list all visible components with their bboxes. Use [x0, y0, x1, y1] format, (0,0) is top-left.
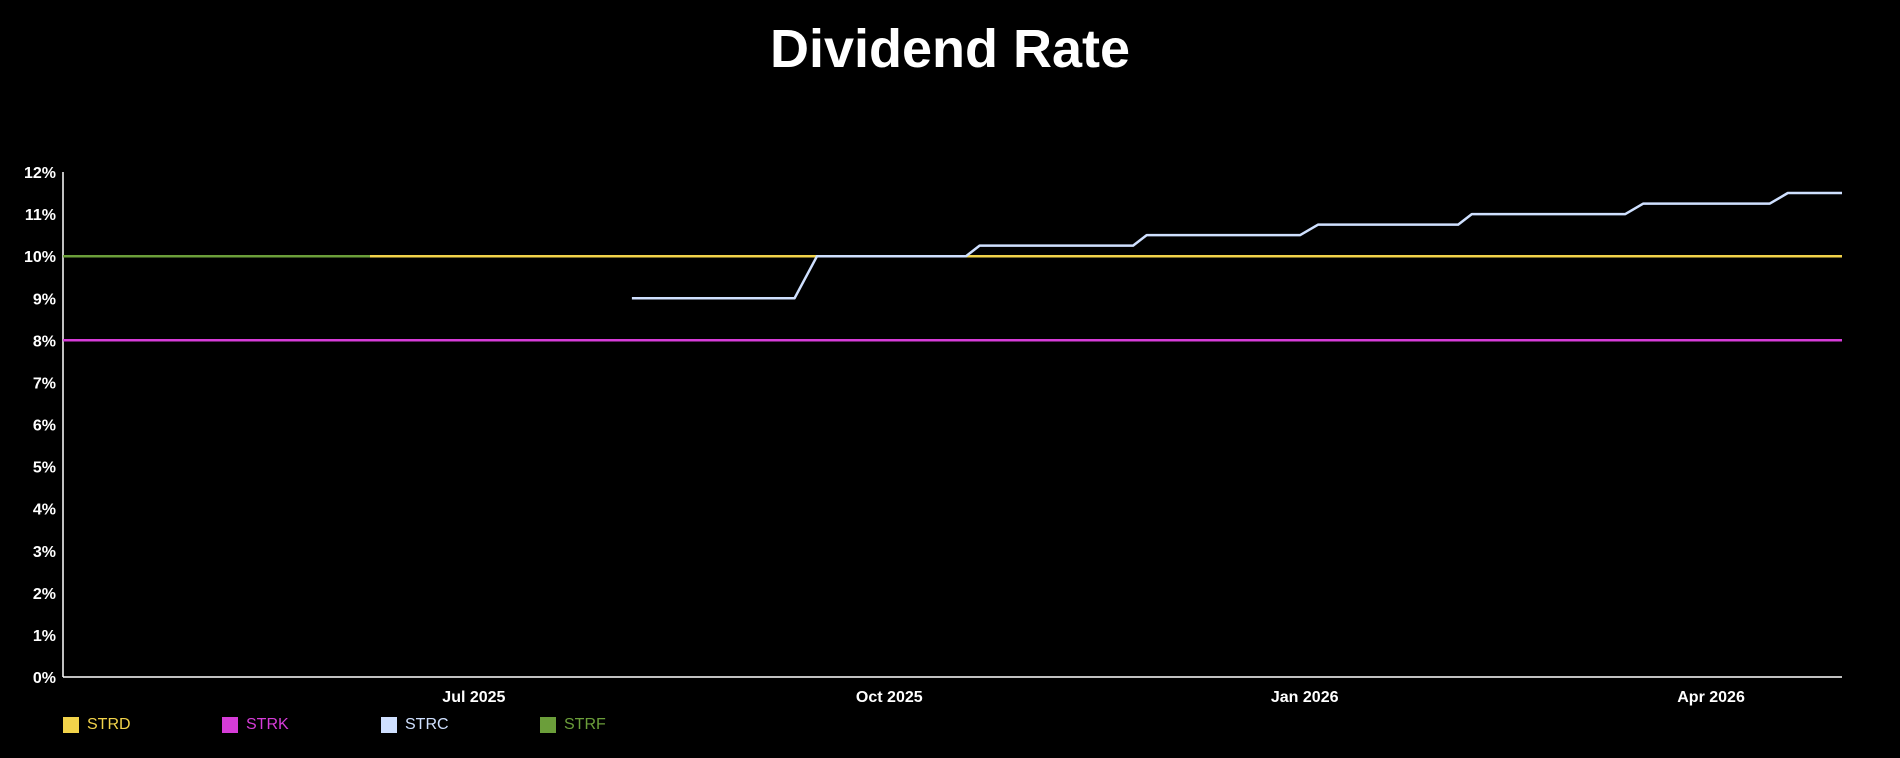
series-line-strc — [631, 191, 1842, 300]
y-tick-label: 11% — [25, 207, 56, 224]
x-tick-label: Jul 2025 — [442, 689, 505, 706]
y-tick-label: 8% — [33, 333, 56, 350]
series-lines — [63, 191, 1842, 342]
y-tick-label: 1% — [33, 628, 56, 645]
y-tick-label: 3% — [33, 544, 56, 561]
legend-item-strf[interactable]: STRF — [540, 716, 699, 734]
y-tick-label: 6% — [33, 418, 56, 435]
y-tick-label: 7% — [33, 375, 56, 392]
y-tick-label: 2% — [33, 586, 56, 603]
legend-label: STRF — [564, 716, 606, 733]
y-tick-label: 12% — [24, 165, 56, 182]
legend-label: STRK — [246, 716, 289, 733]
x-axis-labels: Jul 2025 Oct 2025 Jan 2026 Apr 2026 — [442, 689, 1745, 706]
x-tick-label: Apr 2026 — [1677, 689, 1745, 706]
legend-swatch — [381, 717, 397, 733]
y-tick-label: 0% — [33, 670, 56, 687]
legend-swatch — [540, 717, 556, 733]
legend-label: STRD — [87, 716, 131, 733]
chart-title: Dividend Rate — [769, 19, 1131, 79]
legend-item-strk[interactable]: STRK — [222, 716, 381, 734]
legend-label: STRC — [405, 716, 449, 733]
y-tick-label: 5% — [33, 460, 56, 477]
x-tick-label: Jan 2026 — [1271, 689, 1339, 706]
y-tick-label: 9% — [33, 291, 56, 308]
legend: STRD STRK STRC STRF — [63, 714, 699, 736]
legend-item-strd[interactable]: STRD — [63, 716, 222, 734]
legend-swatch — [63, 717, 79, 733]
y-tick-label: 10% — [24, 249, 56, 266]
legend-swatch — [222, 717, 238, 733]
y-axis-labels: 0% 1% 2% 3% 4% 5% 6% 7% 8% 9% 10% 11% 12% — [24, 165, 56, 687]
legend-item-strc[interactable]: STRC — [381, 716, 540, 734]
y-tick-label: 4% — [33, 502, 56, 519]
x-tick-label: Oct 2025 — [856, 689, 923, 706]
